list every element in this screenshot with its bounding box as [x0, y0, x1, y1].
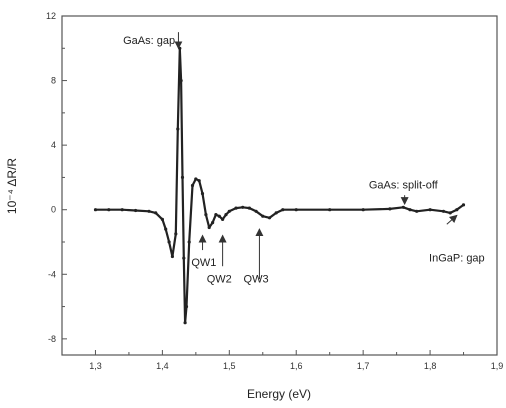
annotation-label: QW1 — [191, 257, 216, 269]
data-point — [170, 254, 174, 259]
arrow-ingap — [446, 214, 458, 225]
data-point — [448, 211, 452, 215]
data-point — [167, 240, 171, 244]
tick-group: 1,3 1,4 1,5 1,6 1,7 1,8 1,9 -8 -4 0 4 8 12 — [46, 11, 503, 371]
data-point — [294, 208, 298, 212]
data-point — [221, 217, 225, 221]
data-point — [180, 175, 185, 179]
data-point — [415, 209, 419, 213]
data-point — [261, 214, 265, 218]
data-point — [107, 208, 111, 212]
series-group — [93, 46, 466, 325]
data-point — [134, 208, 138, 213]
data-point — [267, 216, 272, 220]
data-point — [361, 208, 365, 212]
data-point — [388, 207, 392, 211]
data-point — [234, 206, 238, 210]
annotation-label: InGaP: gap — [429, 252, 485, 264]
data-point — [182, 256, 186, 260]
data-point — [120, 208, 124, 212]
data-point — [401, 205, 405, 209]
x-axis-title: Energy (eV) — [247, 387, 311, 401]
data-point — [247, 206, 251, 210]
data-point — [207, 225, 211, 230]
x-tick-label: 1,7 — [357, 361, 370, 371]
y-tick-label: 8 — [51, 76, 56, 86]
data-point — [176, 127, 180, 131]
x-tick-label: 1,5 — [223, 361, 236, 371]
x-tick-label: 1,8 — [424, 361, 437, 371]
data-point — [227, 209, 231, 213]
data-point — [200, 192, 205, 196]
data-point — [455, 208, 459, 212]
y-tick-label: -4 — [48, 269, 56, 279]
data-point — [93, 208, 98, 212]
data-point — [187, 240, 191, 244]
data-point — [211, 221, 215, 225]
data-point — [197, 179, 201, 183]
data-point — [179, 79, 183, 83]
y-tick-label: 0 — [51, 205, 56, 215]
data-point — [428, 208, 432, 212]
data-point — [328, 208, 332, 212]
x-tick-label: 1,3 — [89, 361, 102, 371]
annotation-label: QW2 — [207, 273, 232, 285]
data-point — [408, 208, 412, 212]
data-point — [204, 213, 208, 217]
x-tick-label: 1,4 — [156, 361, 169, 371]
data-point — [224, 213, 228, 217]
data-point — [241, 205, 245, 209]
data-point — [154, 211, 158, 215]
data-point — [441, 209, 446, 213]
y-axis-title: 10⁻⁴ ΔR/R — [5, 158, 19, 215]
data-point — [174, 232, 178, 236]
annotation-label: QW3 — [244, 273, 269, 285]
data-point — [214, 213, 218, 217]
data-point — [160, 217, 164, 221]
data-point — [194, 177, 198, 181]
data-point — [190, 183, 195, 188]
data-point — [281, 208, 285, 212]
annotation-group: GaAs: gap QW1 QW2 QW3 GaAs: split-off InGaP: … — [123, 35, 485, 285]
data-point — [461, 203, 466, 207]
data-point — [184, 305, 189, 309]
y-tick-label: 12 — [46, 11, 56, 21]
annotation-label: GaAs: split-off — [369, 180, 439, 192]
data-point — [217, 214, 221, 218]
arrow-group — [174, 32, 458, 280]
data-point — [147, 209, 151, 213]
data-point — [274, 211, 278, 215]
data-point — [183, 321, 187, 325]
data-point — [254, 209, 258, 213]
y-tick-label: -8 — [48, 334, 56, 344]
x-tick-label: 1,6 — [290, 361, 303, 371]
x-tick-label: 1,9 — [491, 361, 504, 371]
data-point — [164, 227, 168, 231]
annotation-label: GaAs: gap — [123, 35, 175, 47]
y-tick-label: 4 — [51, 140, 56, 150]
plot-frame — [61, 15, 498, 356]
